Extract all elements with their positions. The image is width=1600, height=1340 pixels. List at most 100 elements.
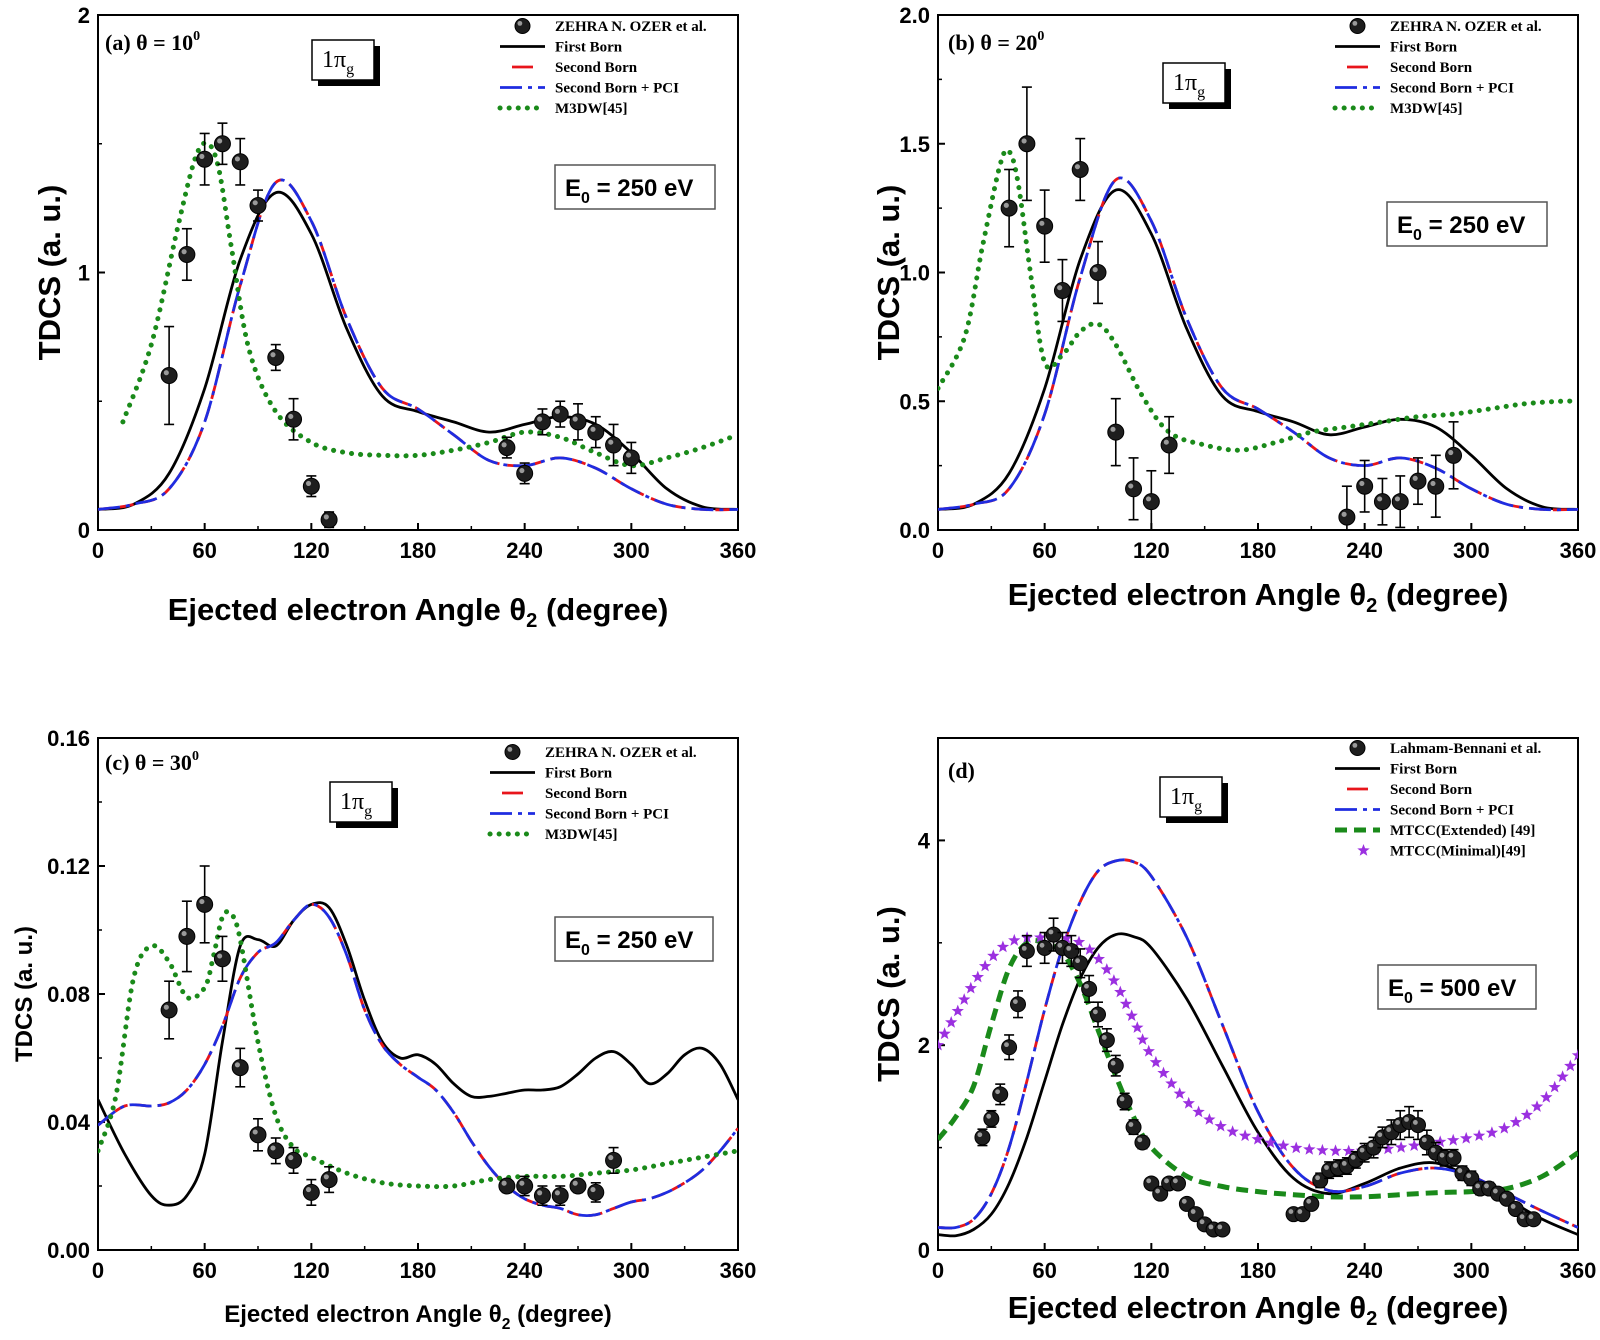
data-point: [302, 477, 320, 495]
orbital-label: 1πg: [322, 47, 354, 78]
y-tick-label: 0.5: [899, 389, 930, 414]
x-tick-label: 360: [720, 1258, 757, 1283]
y-tick-label: 4: [918, 828, 931, 853]
mtcc-minimal-star: [1060, 931, 1073, 944]
x-tick-label: 0: [92, 538, 104, 563]
mtcc-minimal-star: [951, 1004, 964, 1017]
data-point: [1338, 508, 1356, 526]
series-line-first-born: [938, 188, 1578, 511]
legend-label: Second Born: [555, 60, 638, 76]
data-point: [1312, 1172, 1329, 1189]
mtcc-minimal-star: [1203, 1113, 1216, 1125]
energy-label-box: E0 = 250 eV: [1386, 201, 1548, 247]
data-point: [178, 245, 196, 263]
mtcc-minimal-star: [1149, 1055, 1163, 1068]
data-point: [1036, 217, 1054, 235]
panel-c: 0 60 120 180 240 300 360 0.00 0.04 0.08 0.12 0.16 Ej…: [11, 726, 756, 1333]
energy-label-box: E0 = 250 eV: [554, 164, 716, 210]
legend-label: Second Born + PCI: [1390, 81, 1514, 97]
mtcc-minimal-star: [1136, 1033, 1149, 1045]
data-point: [1001, 1039, 1018, 1056]
series-line-m3dw: [938, 147, 1578, 453]
series-line-second-born-pci: [98, 902, 738, 1218]
data-point: [1143, 1175, 1160, 1192]
data-point: [1187, 1206, 1204, 1223]
mtcc-minimal-star: [1540, 1090, 1553, 1103]
data-point: [1498, 1190, 1515, 1207]
mtcc-minimal-star: [1165, 1077, 1178, 1089]
mtcc-minimal-star: [1119, 997, 1133, 1010]
energy-label: E0 = 250 eV: [1397, 212, 1525, 244]
y-axis-label: TDCS (a. u.): [871, 185, 906, 361]
x-tick-label: 180: [1240, 1258, 1277, 1283]
energy-label: E0 = 250 eV: [565, 927, 693, 959]
orbital-label-box: 1πg: [329, 781, 398, 828]
mtcc-minimal-star: [1034, 931, 1047, 943]
mtcc-minimal-star: [1114, 985, 1127, 998]
data-point: [285, 410, 303, 428]
mtcc-minimal-star: [1092, 952, 1105, 965]
data-point: [551, 405, 569, 423]
data-point: [249, 1126, 267, 1144]
mtcc-minimal-star: [1107, 974, 1121, 986]
energy-label-box: E0 = 500 eV: [1377, 964, 1537, 1010]
mtcc-minimal-star: [1214, 1119, 1227, 1132]
data-point: [1098, 1032, 1115, 1049]
data-point: [1072, 955, 1089, 972]
data-point: [320, 1171, 338, 1189]
x-axis-label: Ejected electron Angle θ2 (degree): [224, 1301, 612, 1333]
mtcc-minimal-star: [1564, 1059, 1577, 1072]
legend-label: First Born: [545, 766, 613, 782]
mtcc-minimal-star: [1008, 933, 1021, 946]
y-tick-label: 0: [918, 1238, 930, 1263]
x-tick-label: 120: [1133, 1258, 1170, 1283]
mtcc-minimal-star: [1192, 1105, 1205, 1118]
data-point: [1410, 1117, 1426, 1134]
y-tick-label: 2: [918, 1033, 930, 1058]
legend: ZEHRA N. OZER et al. First Born Second Bor…: [497, 18, 707, 117]
legend-label: MTCC(Extended) [49]: [1390, 823, 1535, 839]
mtcc-minimal-star: [1100, 963, 1113, 975]
data-point: [1391, 493, 1409, 511]
data-point: [498, 1177, 516, 1195]
series-line-first-born: [98, 190, 738, 511]
x-tick-label: 360: [720, 538, 757, 563]
mtcc-minimal-star: [1498, 1121, 1511, 1134]
data-point: [1134, 1134, 1151, 1151]
x-tick-label: 60: [1032, 538, 1056, 563]
data-point: [1427, 477, 1445, 495]
energy-label: E0 = 250 eV: [565, 175, 693, 207]
mtcc-minimal-star: [1142, 1044, 1155, 1057]
x-tick-label: 0: [932, 538, 944, 563]
mtcc-minimal-star: [1251, 1132, 1264, 1145]
plot-area: [938, 858, 1578, 1238]
series-line-second-born: [938, 858, 1578, 1230]
data-point: [569, 413, 587, 431]
legend-star: [1357, 844, 1370, 856]
x-tick-label: 300: [613, 1258, 650, 1283]
plot-area: [938, 86, 1578, 530]
data-point: [285, 1151, 303, 1169]
data-point: [178, 927, 196, 945]
legend-label: Second Born: [1390, 60, 1473, 76]
x-tick-label: 180: [400, 538, 437, 563]
mtcc-minimal-star: [1530, 1100, 1544, 1112]
data-point: [1036, 939, 1053, 956]
mtcc-minimal-star: [1264, 1136, 1277, 1148]
legend: ZEHRA N. OZER et al. First Born Second Bor…: [1332, 18, 1542, 117]
data-point: [498, 439, 516, 457]
legend-marker: [1349, 18, 1366, 34]
y-axis-label: TDCS (a. u.): [871, 906, 906, 1082]
mtcc-minimal-star: [1460, 1131, 1473, 1144]
mtcc-minimal-star: [1316, 1143, 1329, 1156]
x-tick-label: 0: [932, 1258, 944, 1283]
legend-label: ZEHRA N. OZER et al.: [545, 745, 697, 761]
panel-label: (b) θ = 200: [948, 29, 1044, 55]
x-tick-label: 300: [1453, 1258, 1490, 1283]
legend-label: M3DW[45]: [545, 827, 617, 843]
data-point: [983, 1110, 1000, 1127]
data-point: [213, 950, 231, 968]
data-point: [160, 367, 178, 384]
data-point: [551, 1187, 569, 1205]
